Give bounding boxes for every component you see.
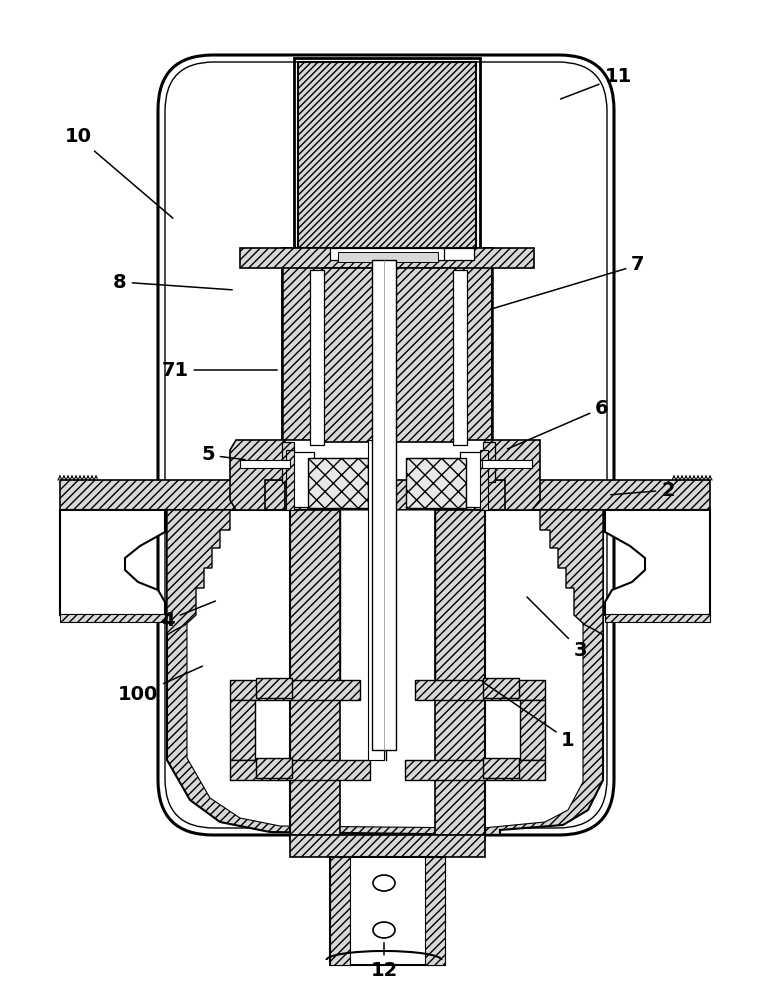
Bar xyxy=(230,680,360,700)
Bar xyxy=(406,458,466,508)
Polygon shape xyxy=(187,510,583,828)
Polygon shape xyxy=(485,440,540,510)
Bar xyxy=(282,248,324,440)
Polygon shape xyxy=(230,440,285,510)
Bar xyxy=(338,252,438,262)
Bar xyxy=(480,450,488,510)
Bar xyxy=(415,680,545,700)
Bar xyxy=(444,248,474,260)
Bar xyxy=(405,760,545,780)
Text: 2: 2 xyxy=(611,481,675,499)
Bar xyxy=(60,480,285,510)
Bar xyxy=(282,248,492,262)
Bar xyxy=(256,678,292,698)
Text: 71: 71 xyxy=(161,360,277,379)
Bar xyxy=(290,835,485,857)
Polygon shape xyxy=(605,510,710,615)
Text: 5: 5 xyxy=(201,446,245,464)
Text: 12: 12 xyxy=(370,943,398,980)
Bar xyxy=(460,452,482,507)
Bar xyxy=(294,58,480,252)
Bar xyxy=(425,857,445,965)
Bar xyxy=(230,760,370,780)
Bar xyxy=(298,62,476,248)
Bar xyxy=(450,248,492,440)
Bar xyxy=(485,480,710,510)
Bar xyxy=(483,442,495,482)
Text: 11: 11 xyxy=(561,68,631,99)
Polygon shape xyxy=(540,510,603,635)
Bar xyxy=(285,480,485,510)
Text: 10: 10 xyxy=(65,127,173,218)
Bar xyxy=(240,248,534,268)
Bar xyxy=(310,270,324,445)
Bar xyxy=(60,614,165,622)
Bar xyxy=(482,460,532,468)
Bar xyxy=(435,510,485,835)
Text: 8: 8 xyxy=(113,272,232,292)
Text: 100: 100 xyxy=(118,666,203,704)
Text: 4: 4 xyxy=(161,601,215,630)
FancyBboxPatch shape xyxy=(158,55,614,835)
Bar xyxy=(520,700,545,760)
Bar xyxy=(483,678,519,698)
Bar xyxy=(330,857,350,965)
Bar xyxy=(286,450,294,510)
Bar xyxy=(290,510,340,835)
Text: 7: 7 xyxy=(491,255,645,309)
Text: 3: 3 xyxy=(527,597,587,660)
Ellipse shape xyxy=(373,875,395,891)
Bar xyxy=(240,460,290,468)
Bar xyxy=(256,758,292,778)
Bar xyxy=(483,758,519,778)
Text: 1: 1 xyxy=(482,682,574,750)
Bar xyxy=(282,442,294,482)
Bar xyxy=(308,458,368,508)
Bar xyxy=(292,452,314,507)
Bar xyxy=(230,700,255,760)
Bar xyxy=(372,260,396,750)
Bar xyxy=(322,268,455,442)
Polygon shape xyxy=(167,510,230,635)
Bar xyxy=(605,614,710,622)
Text: 6: 6 xyxy=(508,398,609,449)
Bar xyxy=(330,857,445,965)
Polygon shape xyxy=(167,510,603,835)
Polygon shape xyxy=(60,510,165,615)
Bar xyxy=(330,248,445,260)
Bar xyxy=(368,440,384,760)
Bar xyxy=(453,270,467,445)
Ellipse shape xyxy=(373,922,395,938)
